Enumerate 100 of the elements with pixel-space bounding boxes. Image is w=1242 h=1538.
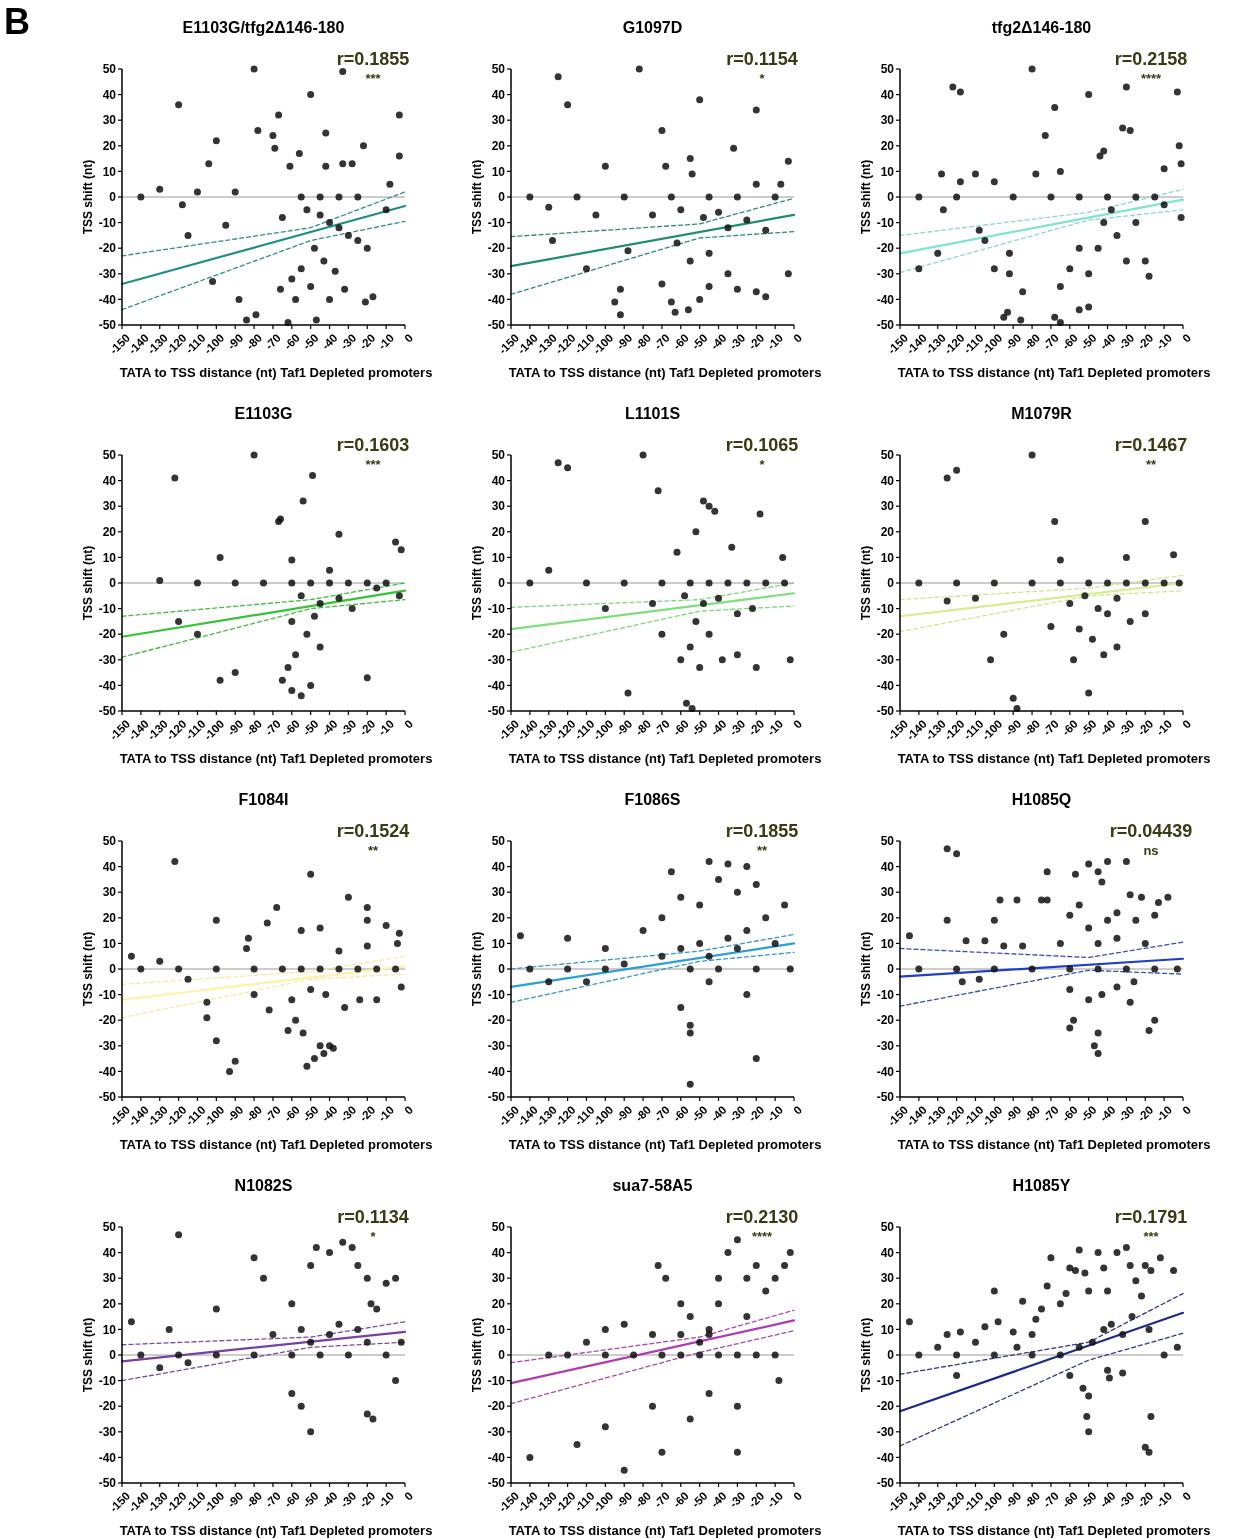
x-tick-label: -10	[1154, 331, 1175, 352]
chart-title: G1097D	[622, 19, 683, 36]
x-tick-label: 0	[402, 1489, 416, 1503]
y-tick-label: 50	[491, 834, 506, 849]
x-tick-label: -70	[1040, 717, 1062, 738]
annotation: r=0.1791	[1114, 1207, 1188, 1227]
y-tick-label: -10	[876, 987, 895, 1002]
y-tick-label: 10	[491, 1322, 506, 1337]
x-tick-label: 0	[1180, 717, 1194, 731]
y-tick-label: 10	[880, 550, 895, 565]
y-tick-label: 40	[491, 473, 506, 488]
x-tick-label: -80	[632, 1103, 654, 1124]
x-tick-label: -50	[1078, 717, 1099, 738]
x-tick-label: -10	[765, 1103, 786, 1124]
y-tick-label: -40	[876, 1064, 895, 1079]
y-tick-label: 40	[491, 859, 506, 874]
y-tick-label: 50	[102, 834, 117, 849]
y-tick-label: -40	[487, 292, 506, 307]
y-tick-label: -30	[487, 1425, 506, 1439]
y-tick-label: -10	[487, 987, 506, 1002]
y-tick-label: -30	[98, 1425, 117, 1439]
x-tick-label: -90	[1003, 1489, 1024, 1510]
y-tick-label: 0	[498, 962, 506, 977]
y-tick-label: 30	[102, 885, 117, 900]
y-tick-label: 20	[880, 139, 895, 153]
x-tick-label: -40	[708, 1489, 729, 1510]
x-tick-label: 0	[402, 331, 416, 345]
annotation: ***	[1143, 1229, 1160, 1244]
y-tick-label: -20	[98, 1399, 117, 1414]
y-tick-label: 10	[491, 936, 506, 951]
x-tick-label: -90	[225, 717, 246, 738]
x-tick-label: -10	[376, 1489, 397, 1510]
y-tick-label: -20	[876, 1399, 895, 1414]
x-tick-label: -70	[1040, 1103, 1062, 1124]
x-tick-label: -20	[746, 1103, 767, 1124]
x-tick-label: -10	[765, 331, 786, 352]
y-tick-label: 30	[880, 1271, 895, 1286]
annotation: **	[367, 843, 379, 858]
x-tick-label: -40	[708, 331, 729, 352]
y-tick-label: -40	[876, 678, 895, 693]
x-tick-label: -50	[1078, 1103, 1099, 1124]
y-tick-label: 40	[102, 473, 117, 488]
chart-title: H1085Q	[1011, 791, 1072, 808]
y-tick-label: 50	[880, 834, 895, 849]
x-axis-title: TATA to TSS distance (nt) Taf1 Depleted promoters	[508, 365, 822, 380]
y-tick-label: 20	[102, 911, 117, 925]
x-tick-label: -50	[689, 331, 710, 352]
y-tick-label: 30	[491, 885, 506, 900]
y-tick-label: -20	[98, 1013, 117, 1028]
y-tick-label: -10	[487, 215, 506, 230]
chart-title: F1084I	[238, 791, 289, 808]
x-tick-label: 0	[1180, 1103, 1194, 1117]
annotation: r=0.1855	[725, 821, 799, 841]
y-tick-label: 40	[102, 1245, 117, 1260]
y-tick-label: -40	[487, 1064, 506, 1079]
x-tick-label: -70	[262, 1103, 284, 1124]
x-tick-label: -20	[1135, 331, 1156, 352]
x-tick-label: -20	[746, 717, 767, 738]
y-axis-title: TSS shift (nt)	[859, 159, 873, 235]
y-tick-label: 20	[102, 525, 117, 539]
y-tick-label: -10	[98, 215, 117, 230]
x-tick-label: -40	[1097, 1489, 1118, 1510]
y-tick-label: 30	[491, 113, 506, 128]
y-axis-title: TSS shift (nt)	[470, 1317, 484, 1393]
y-tick-label: 10	[102, 936, 117, 951]
y-tick-label: -20	[98, 241, 117, 256]
x-tick-label: -80	[243, 331, 265, 352]
annotation: ***	[365, 71, 382, 86]
y-tick-label: 20	[880, 525, 895, 539]
x-tick-label: -60	[1059, 1103, 1080, 1124]
x-tick-label: -90	[1003, 331, 1024, 352]
y-tick-label: 0	[498, 190, 506, 205]
x-tick-label: -20	[357, 717, 378, 738]
y-tick-label: -10	[487, 601, 506, 616]
x-tick-label: -90	[225, 1489, 246, 1510]
y-tick-label: -40	[876, 1450, 895, 1465]
y-tick-label: 50	[491, 62, 506, 77]
x-tick-label: -20	[746, 1489, 767, 1510]
x-axis-title: TATA to TSS distance (nt) Taf1 Depleted promoters	[897, 365, 1211, 380]
y-tick-label: 0	[109, 1348, 117, 1363]
x-tick-label: 0	[791, 1103, 805, 1117]
x-tick-label: 0	[791, 331, 805, 345]
y-tick-label: 0	[887, 962, 895, 977]
annotation: ***	[365, 457, 382, 472]
x-tick-label: -80	[632, 331, 654, 352]
text: r=0.1855	[336, 49, 410, 69]
y-tick-label: -30	[487, 653, 506, 667]
annotation: r=0.1065	[725, 435, 799, 455]
x-tick-label: -70	[262, 331, 284, 352]
annotation: *	[370, 1229, 377, 1244]
y-tick-label: 10	[880, 936, 895, 951]
annotation: r=0.2130	[725, 1207, 799, 1227]
y-tick-label: 0	[887, 190, 895, 205]
y-tick-label: -10	[98, 601, 117, 616]
x-tick-label: -50	[1078, 331, 1099, 352]
chart-title: sua7-58A5	[612, 1177, 693, 1194]
y-tick-label: 40	[880, 859, 895, 874]
x-tick-label: -10	[1154, 1489, 1175, 1510]
y-tick-label: 50	[102, 62, 117, 77]
chart-title: E1103G/tfg2Δ146-180	[182, 19, 345, 36]
